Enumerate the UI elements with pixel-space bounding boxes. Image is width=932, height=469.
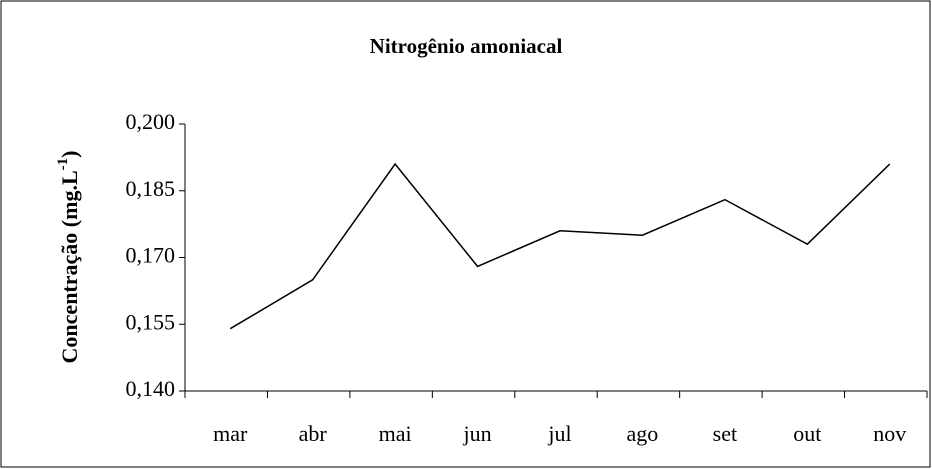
x-tick-label: ago	[627, 421, 659, 446]
y-axis-label: Concentração (mg.L-1)	[55, 151, 82, 364]
x-tick-label: set	[713, 421, 737, 446]
y-tick-label: 0,140	[126, 376, 176, 401]
y-tick-label: 0,200	[126, 109, 176, 134]
chart-title: Nitrogênio amoniacal	[370, 34, 563, 58]
y-tick-label: 0,155	[126, 309, 176, 334]
y-label-text: Concentração (mg.L	[57, 170, 82, 363]
x-tick-label: jul	[547, 421, 571, 446]
y-tick-label: 0,185	[126, 176, 176, 201]
x-tick-label: abr	[299, 421, 328, 446]
x-tick-label: jun	[462, 421, 491, 446]
y-tick-label: 0,170	[126, 243, 176, 268]
x-tick-label: mai	[379, 421, 412, 446]
x-tick-label: out	[793, 421, 821, 446]
y-label-superscript: -1	[55, 158, 71, 171]
x-tick-label: mar	[213, 421, 248, 446]
x-tick-label: nov	[873, 421, 906, 446]
y-label-close: )	[57, 151, 82, 158]
line	[229, 162, 891, 330]
